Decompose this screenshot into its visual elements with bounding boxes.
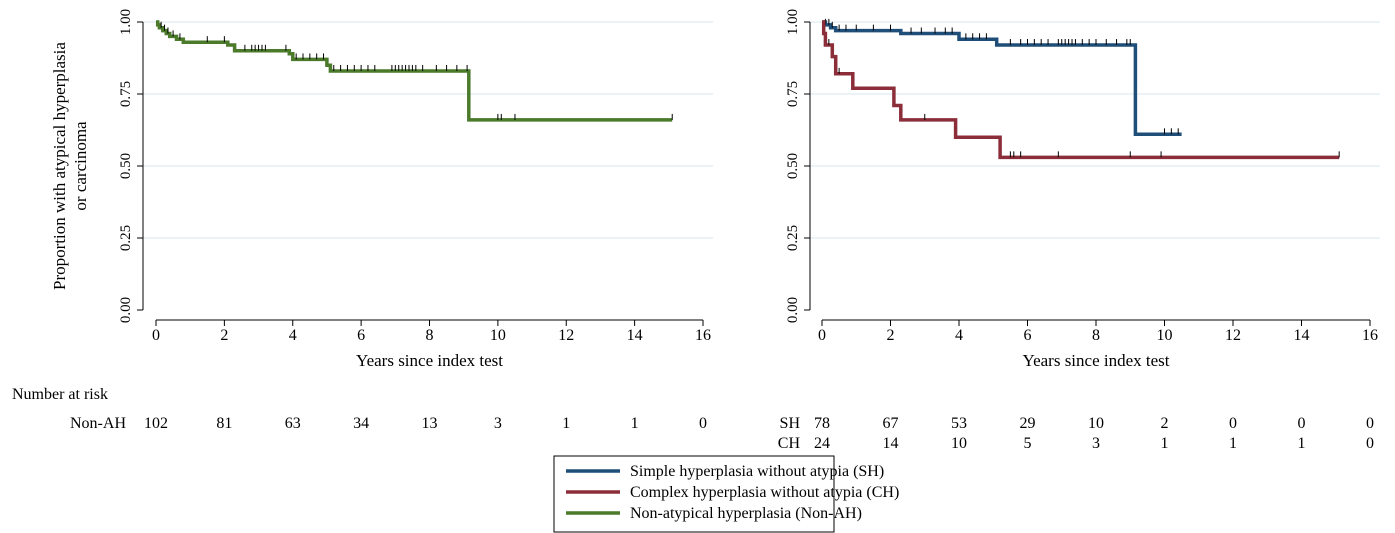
risk-value: 1	[1229, 435, 1237, 452]
x-tick-label: 4	[289, 327, 297, 344]
y-tick-label: 0.50	[785, 153, 801, 179]
risk-table-header: Number at risk	[12, 386, 108, 403]
risk-value: 1	[1161, 435, 1169, 452]
x-tick-label: 14	[627, 327, 643, 344]
left-risk-table: Number at risk Non-AH 102 81 63 34 13 3 1 1 0	[12, 386, 707, 432]
left-km-plot: 0.00 0.25 0.50 0.75 1.00 0 2 4 6 8 10 12 14 16 Years s…	[50, 9, 713, 370]
y-tick-label: 0.00	[118, 297, 134, 323]
y-tick-label: 0.00	[785, 297, 801, 323]
y-tick-label: 1.00	[785, 9, 801, 35]
risk-row-label: Non-AH	[70, 415, 126, 432]
km-curve-0	[155, 20, 673, 122]
y-tick-label: 0.50	[118, 153, 134, 179]
km-curve-1	[821, 20, 1340, 160]
x-tick-label: 0	[818, 327, 826, 344]
y-tick-label: 0.75	[785, 81, 801, 107]
risk-value: 63	[285, 415, 301, 432]
legend-label-0: Simple hyperplasia without atypia (SH)	[630, 463, 884, 480]
risk-value: 3	[494, 415, 502, 432]
risk-value: 0	[699, 415, 707, 432]
x-tick-label: 16	[695, 327, 711, 344]
risk-value: 13	[422, 415, 438, 432]
x-tick-label: 16	[1362, 327, 1378, 344]
km-curve-0	[822, 20, 1182, 137]
x-tick-label: 2	[887, 327, 895, 344]
risk-value: 5	[1024, 435, 1032, 452]
x-tick-label: 10	[1157, 327, 1173, 344]
risk-value: 1	[631, 415, 639, 432]
risk-value: 10	[951, 435, 967, 452]
y-tick-label: 0.25	[118, 225, 134, 251]
x-tick-label: 10	[490, 327, 506, 344]
risk-value: 1	[562, 415, 570, 432]
legend-box	[553, 455, 835, 533]
x-tick-label: 14	[1294, 327, 1310, 344]
x-tick-label: 6	[357, 327, 365, 344]
risk-value: 29	[1020, 415, 1036, 432]
risk-value: 10	[1088, 415, 1104, 432]
x-tick-label: 8	[426, 327, 434, 344]
risk-value: 81	[216, 415, 232, 432]
risk-value: 0	[1298, 415, 1306, 432]
x-tick-label: 2	[220, 327, 228, 344]
x-tick-label: 0	[152, 327, 160, 344]
risk-value: 34	[353, 415, 369, 432]
x-tick-label: 4	[955, 327, 963, 344]
risk-value: 1	[1298, 435, 1306, 452]
risk-value: 0	[1366, 435, 1374, 452]
y-axis-title-line-1: Proportion with atypical hyperplasia	[50, 42, 69, 290]
x-axis-title: Years since index test	[1023, 351, 1170, 370]
x-axis-title: Years since index test	[356, 351, 503, 370]
right-risk-table: SH 78 67 53 29 10 2 0 0 0CH 24 14 10 5 3 1 1 1 0	[778, 415, 1374, 452]
risk-value: 78	[814, 415, 830, 432]
y-axis-title-line-2: or carcinoma	[71, 121, 90, 211]
risk-value: 2	[1161, 415, 1169, 432]
x-tick-label: 12	[1225, 327, 1241, 344]
y-tick-label: 1.00	[118, 9, 134, 35]
y-tick-label: 0.75	[118, 81, 134, 107]
x-tick-label: 8	[1092, 327, 1100, 344]
risk-value: 67	[883, 415, 899, 432]
risk-value: 14	[883, 435, 899, 452]
right-km-plot: 0.00 0.25 0.50 0.75 1.00 0 2 4 6 8 10 12 14 16 Years s…	[785, 9, 1380, 370]
x-tick-label: 6	[1024, 327, 1032, 344]
risk-value: 102	[144, 415, 168, 432]
y-tick-label: 0.25	[785, 225, 801, 251]
risk-value: 0	[1229, 415, 1237, 432]
legend: Simple hyperplasia without atypia (SH) Co…	[553, 455, 899, 533]
risk-value: 0	[1366, 415, 1374, 432]
x-tick-label: 12	[558, 327, 574, 344]
risk-row-label: CH	[778, 435, 801, 452]
risk-value: 53	[951, 415, 967, 432]
legend-label-1: Complex hyperplasia without atypia (CH)	[630, 484, 899, 501]
risk-value: 3	[1092, 435, 1100, 452]
risk-value: 24	[814, 435, 830, 452]
risk-row-label: SH	[780, 415, 801, 432]
legend-label-2: Non-atypical hyperplasia (Non-AH)	[630, 505, 862, 522]
